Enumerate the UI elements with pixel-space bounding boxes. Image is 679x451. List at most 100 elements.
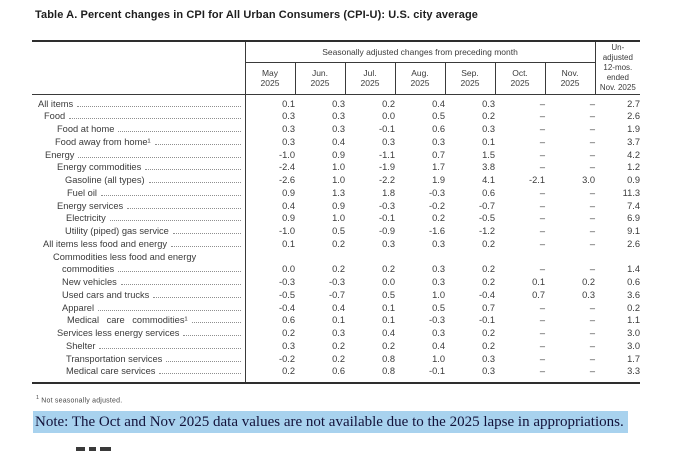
row-label: All items less food and energy: [43, 238, 168, 249]
value-cell: 0.3: [282, 340, 295, 351]
value-cell: -0.3: [278, 277, 295, 287]
value-cell: -1.1: [378, 149, 395, 160]
value-cell: -1.0: [278, 226, 295, 236]
value-cell: 1.0: [432, 353, 445, 364]
cpi-table: Seasonally adjusted changes from precedi…: [32, 40, 641, 384]
unadjusted-value-cell: 4.2: [627, 149, 641, 160]
value-cell: 0.0: [382, 111, 395, 122]
unadjusted-value-cell: 2.6: [627, 111, 641, 122]
value-cell: 0.1: [282, 238, 295, 249]
row-label: Energy: [45, 149, 75, 160]
clipped-glyph: [76, 447, 85, 451]
table-row: Electricity 0.9 1.0 -0.1 0.2 -0.5 – – 6.9: [32, 212, 640, 225]
value-cell: -2.2: [378, 175, 395, 185]
value-cell: 0.0: [282, 264, 295, 275]
value-cell: –: [589, 124, 596, 134]
header-row-months: May 2025 Jun. 2025 Jul. 2025 Aug. 2025 Sep. 2…: [32, 62, 640, 95]
value-cell: 0.3: [482, 98, 495, 109]
row-label: Shelter: [66, 340, 96, 351]
table-row: Energy commodities -2.4 1.0 -1.9 1.7 3.8 – – 1.…: [32, 161, 640, 174]
table-row: Medical care commodities¹ 0.6 0.1 0.1 -0.3 -…: [32, 314, 640, 327]
value-cell: -2.4: [278, 162, 295, 173]
unadjusted-value-cell: 7.4: [627, 200, 641, 211]
value-cell: 0.9: [332, 200, 345, 211]
value-cell: 0.5: [432, 302, 445, 313]
row-label-cell: Food away from home¹: [32, 135, 246, 149]
table-row: Shelter 0.3 0.2 0.2 0.4 0.2 – – 3.0: [32, 339, 640, 353]
table-row: New vehicles -0.3 -0.3 0.0 0.3 0.2 0.1 0.2 0.6: [32, 276, 640, 289]
month-header: Jun. 2025: [294, 62, 346, 95]
dot-leader: [191, 322, 241, 324]
value-cell: –: [539, 111, 545, 122]
row-label-cell: Energy services: [32, 199, 246, 213]
dot-leader: [183, 335, 241, 336]
row-label-cell: All items: [32, 94, 246, 111]
value-cell: -0.3: [378, 200, 395, 211]
value-cell: 0.3: [282, 124, 295, 134]
value-cell: –: [539, 226, 545, 236]
table-row: Transportation services -0.2 0.2 0.8 1.0 0.3…: [32, 352, 640, 366]
value-cell: 0.4: [432, 340, 445, 351]
value-cell: 0.3: [432, 238, 445, 249]
dot-leader: [99, 347, 241, 349]
unadjusted-value-cell: 1.1: [627, 315, 641, 326]
dot-leader: [166, 360, 241, 362]
value-cell: -1.2: [478, 226, 495, 236]
value-cell: –: [539, 328, 545, 338]
dot-leader: [154, 143, 241, 145]
value-cell: 0.9: [282, 213, 295, 224]
dot-leader: [148, 182, 241, 183]
month-header: Nov. 2025: [544, 62, 596, 95]
value-cell: –: [539, 264, 545, 275]
row-label: Transportation services: [66, 353, 163, 364]
value-cell: 0.8: [382, 353, 395, 364]
value-cell: –: [589, 238, 596, 249]
value-cell: 0.5: [382, 289, 395, 300]
value-cell: –: [589, 353, 596, 364]
row-label: Energy services: [57, 200, 124, 211]
value-cell: 1.0: [432, 289, 445, 300]
row-label-cell: Shelter: [32, 339, 246, 353]
value-cell: 1.0: [332, 213, 345, 224]
dot-leader: [98, 309, 241, 311]
value-cell: –: [589, 98, 596, 109]
value-cell: 0.4: [332, 302, 345, 313]
row-label: Gasoline (all types): [65, 175, 145, 185]
value-cell: 4.1: [482, 175, 495, 185]
value-cell: 0.8: [345, 365, 395, 384]
stub-header-cell: [32, 40, 245, 95]
value-cell: –: [495, 365, 545, 384]
unadjusted-value-cell: 6.9: [627, 213, 641, 224]
row-label: New vehicles: [62, 277, 117, 287]
clipped-glyph: [89, 447, 96, 451]
header-row-group: Seasonally adjusted changes from precedi…: [32, 40, 641, 95]
row-label: Energy commodities: [57, 162, 142, 173]
table-row: Commodities less food and energy commodit…: [32, 250, 640, 276]
table-row: Apparel -0.4 0.4 0.1 0.5 0.7 – – 0.2: [32, 301, 640, 315]
value-cell: –: [589, 302, 596, 313]
dot-leader: [145, 169, 241, 171]
page-title: Table A. Percent changes in CPI for All …: [35, 9, 479, 21]
value-cell: –: [589, 328, 596, 338]
unadjusted-header-line: adjusted: [602, 52, 633, 62]
dot-leader: [172, 233, 241, 234]
unadjusted-value-cell: 3.3: [595, 365, 641, 384]
row-label: Food at home: [57, 124, 115, 134]
row-label: Commodities less food and energy: [53, 251, 197, 262]
row-label-cell: New vehicles: [32, 276, 246, 289]
table-row: Utility (piped) gas service -1.0 0.5 -0.9 -…: [32, 225, 640, 238]
value-cell: –: [589, 111, 596, 122]
value-cell: 0.2: [282, 328, 295, 338]
footnote-text: Not seasonally adjusted.: [41, 397, 123, 405]
row-label-cell: Fuel oil: [32, 186, 246, 200]
value-cell: 0.7: [482, 302, 495, 313]
value-cell: –: [589, 226, 596, 236]
dot-leader: [118, 271, 241, 273]
value-cell: 0.1: [282, 98, 295, 109]
value-cell: 0.3: [445, 365, 495, 384]
value-cell: 0.2: [482, 264, 495, 275]
table-header: Seasonally adjusted changes from precedi…: [32, 40, 641, 95]
value-cell: 3.0: [582, 175, 596, 185]
row-label: Apparel: [62, 302, 95, 313]
table-row: Food away from home¹ 0.3 0.4 0.3 0.3 0.1 – – 3.…: [32, 135, 640, 149]
